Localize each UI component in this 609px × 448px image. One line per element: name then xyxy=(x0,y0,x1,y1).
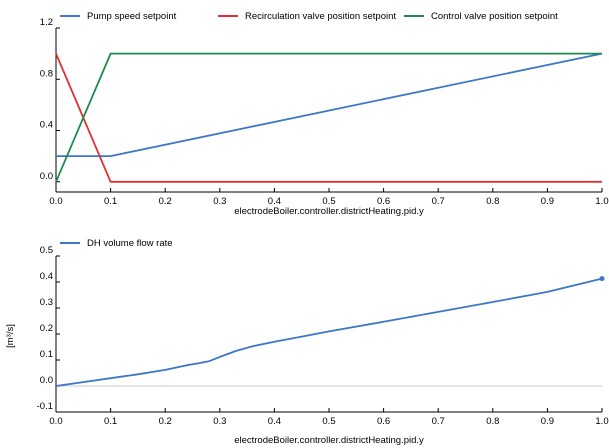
x-tick-label: 1.0 xyxy=(595,416,608,427)
legend-label-dh-volume-flow: DH volume flow rate xyxy=(87,238,173,249)
x-tick-label: 0.3 xyxy=(213,416,226,427)
chart-top: Pump speed setpoint Recirculation valve … xyxy=(40,11,609,217)
series-end-marker xyxy=(599,276,605,282)
x-tick-label: 0.5 xyxy=(322,416,335,427)
x-tick-label: 0.1 xyxy=(104,416,117,427)
y-tick-label: 1.2 xyxy=(40,17,53,28)
x-tick-label: 0.6 xyxy=(377,196,390,207)
x-tick-label: 0.5 xyxy=(322,196,335,207)
x-tick-label: 0.8 xyxy=(486,196,499,207)
x-tick-label: 0.7 xyxy=(432,196,445,207)
series-line-pump-speed-setpoint xyxy=(56,52,603,158)
y-tick-label: 0.4 xyxy=(40,271,53,282)
chart-bottom: DH volume flow rate 0.0 0.1 0.2 0.3 0.4 0.5 0.… xyxy=(5,238,609,446)
series-line-recirculation-valve-position-setpoint xyxy=(55,53,602,183)
y-tick-label: 0.3 xyxy=(40,297,53,308)
series-line-control-valve-position-setpoint xyxy=(55,52,602,183)
x-tick-label: 0.1 xyxy=(104,196,117,207)
x-tick-label: 1.0 xyxy=(595,196,608,207)
legend-label-recirculation-valve: Recirculation valve position setpoint xyxy=(245,11,396,22)
x-tick-label: 0.6 xyxy=(377,416,390,427)
x-tick-label: 0.8 xyxy=(486,416,499,427)
series-bottom xyxy=(55,276,605,387)
x-tick-label: 0.2 xyxy=(159,196,172,207)
x-tick-label: 0.4 xyxy=(268,416,281,427)
y-tick-label: 0.4 xyxy=(40,120,53,131)
y-tick-label: -0.1 xyxy=(37,401,53,412)
x-axis-label-bottom: electrodeBoiler.controller.districtHeati… xyxy=(234,435,424,446)
x-tick-label: 0.3 xyxy=(213,196,226,207)
y-tick-label: 0.1 xyxy=(40,349,53,360)
x-tick-label: 0.9 xyxy=(541,416,554,427)
x-tick-label: 0.4 xyxy=(268,196,281,207)
x-axis-label-top: electrodeBoiler.controller.districtHeati… xyxy=(234,206,424,217)
x-tick-label: 0.0 xyxy=(49,416,62,427)
x-tick-label: 0.7 xyxy=(432,416,445,427)
legend-label-control-valve: Control valve position setpoint xyxy=(431,11,558,22)
x-tick-label: 0.2 xyxy=(159,416,172,427)
y-tick-label: 0.2 xyxy=(40,323,53,334)
axes-bottom: 0.0 0.1 0.2 0.3 0.4 0.5 0.6 0.7 0.8 0.9 1.0 -0.1 0.0… xyxy=(37,245,609,427)
series-line-dh-volume-flow-rate xyxy=(55,277,603,387)
legend-label-pump-speed: Pump speed setpoint xyxy=(87,11,177,22)
y-tick-label: 0.0 xyxy=(40,171,53,182)
x-tick-label: 0.9 xyxy=(541,196,554,207)
y-tick-label: 0.5 xyxy=(40,245,53,256)
y-tick-label: 0.0 xyxy=(40,375,53,386)
y-axis-label-bottom: [m³/s] xyxy=(5,324,16,348)
x-tick-label: 0.0 xyxy=(49,196,62,207)
legend-top: Pump speed setpoint Recirculation valve … xyxy=(60,11,558,22)
series-top xyxy=(55,52,603,183)
y-tick-label: 0.8 xyxy=(40,68,53,79)
legend-bottom: DH volume flow rate xyxy=(60,238,173,249)
axes-top: 0.0 0.1 0.2 0.3 0.4 0.5 0.6 0.7 0.8 0.9 1.0 0.0 0.4 0… xyxy=(40,17,609,207)
